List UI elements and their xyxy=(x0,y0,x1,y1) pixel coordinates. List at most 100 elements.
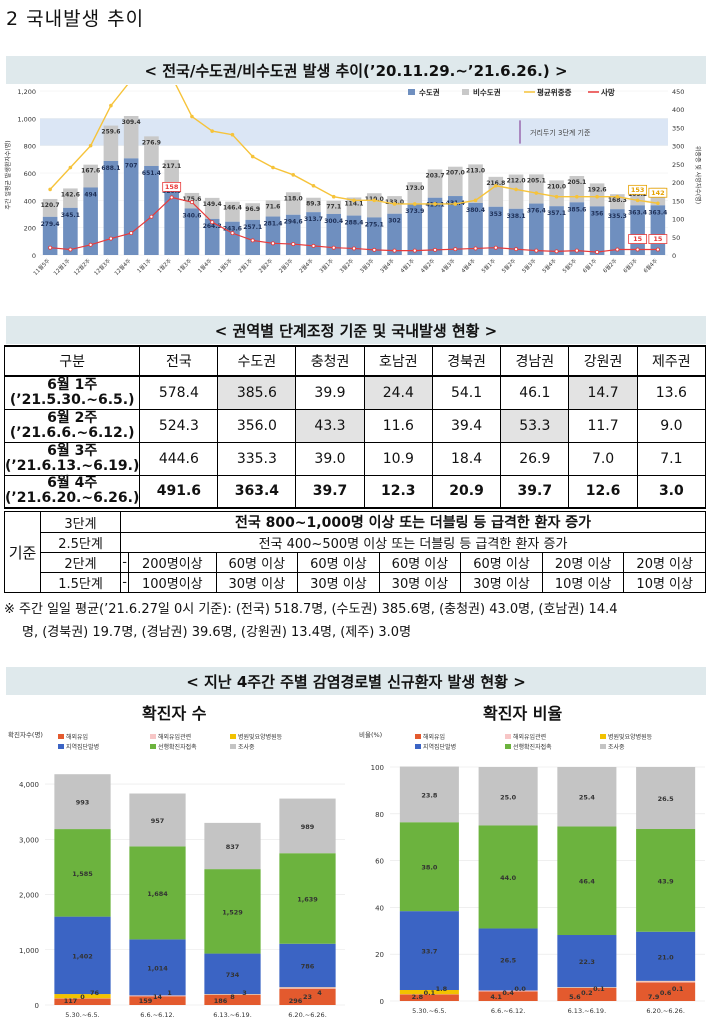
noncapital-label: 175.6 xyxy=(182,196,201,203)
right-tick: 200 xyxy=(672,179,684,187)
stack-segment xyxy=(54,774,111,830)
stack-segment xyxy=(399,822,459,912)
avg-point xyxy=(635,198,640,203)
right-tick: 250 xyxy=(672,161,684,169)
avg-point xyxy=(109,103,113,108)
week-value: 39.9 xyxy=(295,375,365,410)
x-tick: 6.13.~6.19. xyxy=(213,1011,252,1017)
bar-noncapital xyxy=(42,198,58,217)
stack-segment xyxy=(54,916,111,995)
week-value: 12.6 xyxy=(568,474,638,509)
week-value: 54.1 xyxy=(431,375,502,410)
stack-segment xyxy=(129,846,186,940)
noncapital-label: 89.3 xyxy=(306,201,321,208)
segment-label: 25.0 xyxy=(500,793,517,801)
stack-segment xyxy=(636,931,696,981)
stack-segment xyxy=(399,911,459,991)
legend-swatch xyxy=(462,89,469,95)
criteria-value: 60명 이상 xyxy=(460,552,543,573)
avg-point xyxy=(433,202,437,206)
criteria-value: 30명 이상 xyxy=(215,572,299,593)
y-tick: 60 xyxy=(375,858,384,866)
bar-noncapital xyxy=(164,159,179,184)
noncapital-label: 205.1 xyxy=(527,177,546,184)
legend-swatch xyxy=(58,744,64,749)
trend-chart: 거리두기 3단계 기준 0 200 400 600 800 1,000 1,200 0 50 100… xyxy=(4,85,702,277)
criteria-text: 전국 800~1,000명 이상 또는 더블링 등 급격한 환자 증가 xyxy=(120,511,706,533)
right-tick: 300 xyxy=(672,143,684,151)
criteria-value: 200명이상 xyxy=(128,552,217,573)
bar-noncapital xyxy=(144,136,159,166)
death-callout-box xyxy=(628,234,648,244)
legend-label: 수도권 xyxy=(419,87,440,97)
noncapital-label: 173.0 xyxy=(405,185,424,192)
y-tick: 4,000 xyxy=(19,781,39,789)
week-value: 9.0 xyxy=(636,408,707,443)
right-tick: 400 xyxy=(672,106,684,114)
criteria-value: 30명 이상 xyxy=(297,572,380,593)
bar-noncapital xyxy=(407,182,423,204)
capital-label: 651.4 xyxy=(142,170,161,177)
capital-label: 340.6 xyxy=(182,212,201,219)
capital-label: 385.6 xyxy=(567,206,586,213)
capital-label: 345.1 xyxy=(61,212,80,219)
bar-capital xyxy=(366,217,382,255)
week-value: 491.6 xyxy=(139,474,219,509)
legend-label: 선행확진자접촉 xyxy=(513,743,552,751)
segment-label: 4.1 xyxy=(490,993,502,1001)
week-value: 10.9 xyxy=(363,441,433,476)
capital-label: 243.6 xyxy=(223,226,242,233)
bar-capital xyxy=(306,212,321,255)
chart2-title: < 지난 4주간 주별 감염경로별 신규환자 발생 현황 > xyxy=(6,667,706,695)
right-tick: 450 xyxy=(672,88,684,96)
legend-label: 평균위중증 xyxy=(537,87,572,97)
table-header-6: 경남권 xyxy=(500,345,570,377)
noncapital-label: 207.0 xyxy=(446,170,465,177)
death-callout: 158 xyxy=(162,182,182,192)
segment-label: 7.9 xyxy=(648,993,660,1001)
avg-point xyxy=(534,191,539,195)
stack-segment xyxy=(478,990,538,992)
avg-point xyxy=(352,198,356,203)
avg-point xyxy=(190,114,194,119)
death-point xyxy=(514,247,519,252)
capital-label: 275.1 xyxy=(365,221,384,228)
segment-label: 1,639 xyxy=(297,895,318,903)
x-tick: 4월4주 xyxy=(459,257,477,275)
week-row: 6월 3주 (’21.6.13.~6.19.) 444.6 335.3 39.0 10.9… xyxy=(3,441,707,476)
death-point xyxy=(655,247,660,252)
x-tick: 5월4주 xyxy=(540,257,558,275)
capital-label: 313.7 xyxy=(304,216,323,223)
left-tick: 800 xyxy=(24,143,36,151)
week-value: 7.1 xyxy=(636,441,707,476)
death-point xyxy=(291,242,296,247)
stack-segment xyxy=(54,829,111,917)
noncapital-label: 192.6 xyxy=(588,186,607,193)
death-point xyxy=(169,195,174,200)
bar-capital xyxy=(184,208,200,255)
criteria-level: 2.5단계 xyxy=(40,532,121,553)
criteria-value: 60명 이상 xyxy=(297,552,380,573)
bar-capital xyxy=(144,165,159,255)
noncapital-label: 217.1 xyxy=(162,163,181,170)
bar-noncapital xyxy=(285,192,301,215)
noncapital-label: 210.0 xyxy=(547,183,566,190)
segment-label: 43.9 xyxy=(658,877,675,885)
left-tick: 0 xyxy=(32,252,36,260)
legend-label: 조사중 xyxy=(608,743,625,751)
criteria-value: 30명 이상 xyxy=(460,572,543,593)
death-callout: 15 xyxy=(628,234,648,244)
capital-label: 373.9 xyxy=(405,208,424,215)
death-point xyxy=(311,243,316,248)
bar-capital xyxy=(610,209,625,255)
criteria-value: - xyxy=(119,552,130,573)
capital-label: 363.4 xyxy=(648,209,667,216)
y-tick: 100 xyxy=(371,764,384,772)
legend-label: 조사중 xyxy=(238,743,255,751)
legend-swatch xyxy=(505,744,511,749)
bar-noncapital xyxy=(123,116,139,159)
right-axis-label: 위중증 및 사망자수(명) xyxy=(694,146,702,204)
bar-capital xyxy=(508,208,524,255)
legend-swatch xyxy=(415,744,421,749)
